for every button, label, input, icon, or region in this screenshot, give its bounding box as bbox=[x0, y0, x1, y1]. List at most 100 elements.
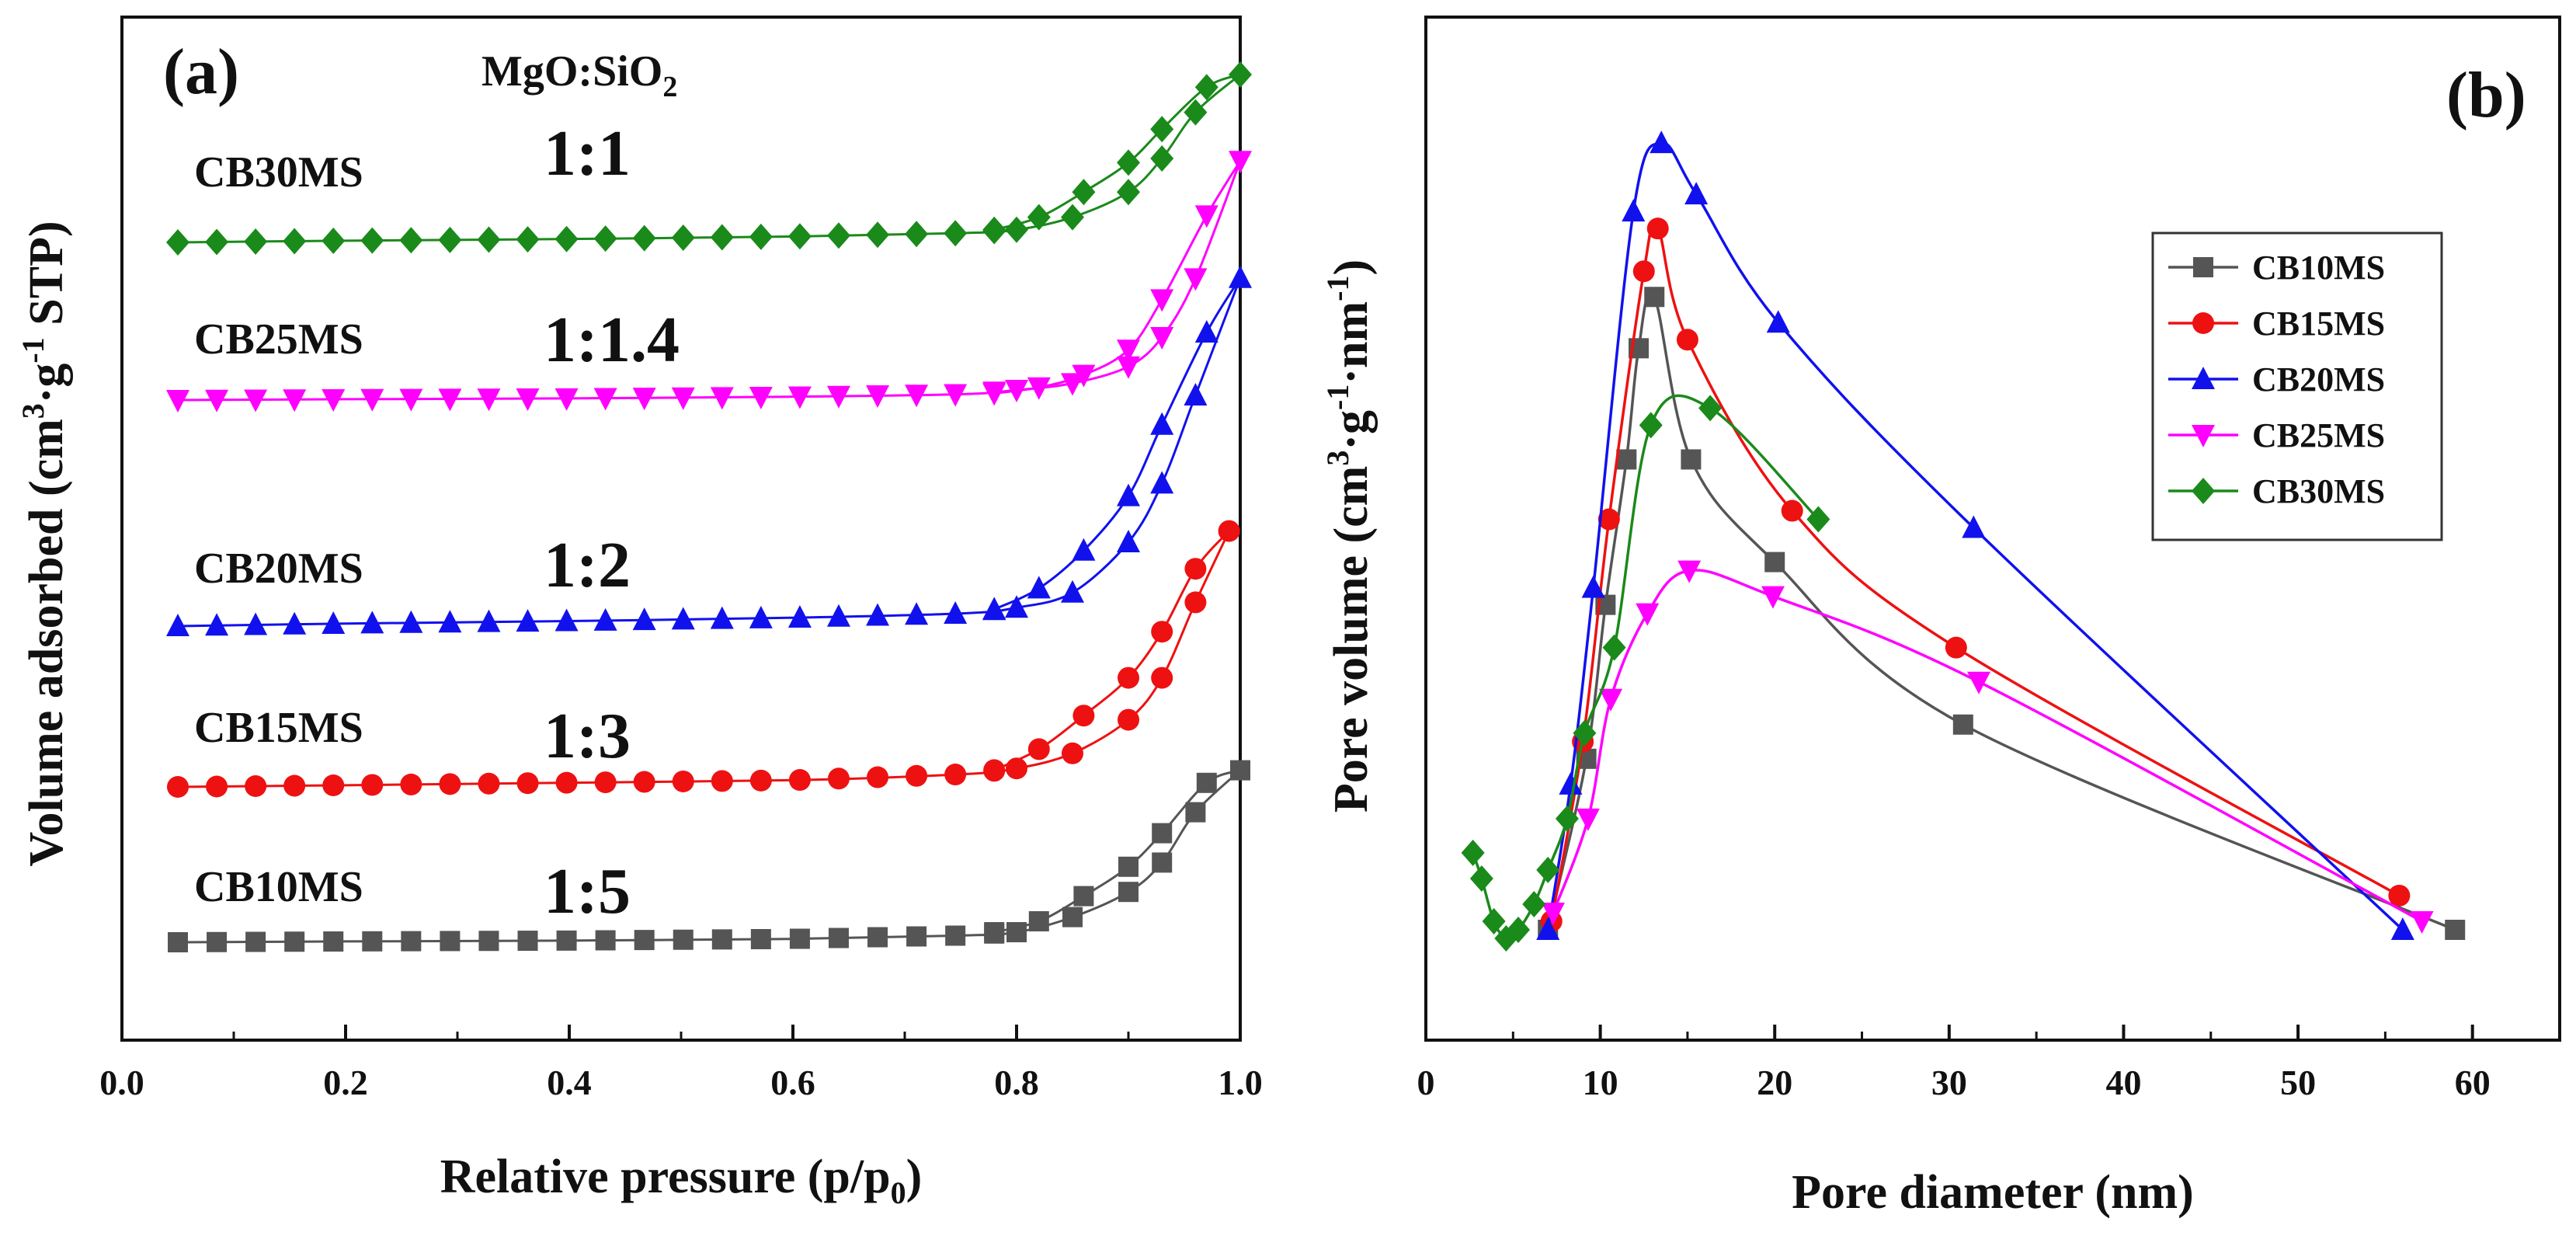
data-point bbox=[362, 931, 383, 952]
legend-label: CB10MS bbox=[2252, 249, 2385, 287]
data-point bbox=[1581, 575, 1605, 598]
data-point bbox=[322, 774, 345, 796]
data-point bbox=[1185, 802, 1206, 823]
data-point bbox=[787, 223, 812, 250]
ratio-label: 1:1.4 bbox=[544, 304, 680, 376]
data-point bbox=[166, 229, 189, 256]
x-tick-label: 10 bbox=[1583, 1063, 1618, 1102]
data-point bbox=[789, 928, 810, 949]
data-point bbox=[322, 611, 346, 634]
legend-label: CB25MS bbox=[2252, 416, 2385, 454]
data-point bbox=[633, 771, 655, 793]
legend-marker bbox=[2193, 257, 2213, 277]
series-label: CB25MS bbox=[194, 315, 363, 364]
data-point bbox=[1541, 902, 1565, 925]
panel-a-series-labels: CB10MS 1:5 CB15MS 1:3 CB20MS 1:2 CB25MS 1:1.4 CB… bbox=[194, 117, 680, 928]
data-point bbox=[944, 220, 968, 247]
data-point bbox=[867, 766, 889, 788]
data-point bbox=[1229, 265, 1252, 288]
data-point bbox=[284, 931, 305, 952]
x-tick-label: 0.8 bbox=[994, 1063, 1039, 1102]
data-point bbox=[166, 390, 189, 412]
series-line bbox=[1471, 394, 1820, 941]
data-point bbox=[477, 388, 501, 412]
x-tick-label: 40 bbox=[2105, 1063, 2141, 1102]
data-point bbox=[671, 607, 695, 630]
data-point bbox=[516, 388, 540, 412]
data-point bbox=[554, 388, 579, 411]
data-point bbox=[1072, 538, 1096, 561]
data-point bbox=[1599, 688, 1623, 712]
data-point bbox=[1632, 260, 1655, 283]
data-point bbox=[399, 388, 423, 412]
data-point bbox=[906, 926, 927, 947]
data-point bbox=[283, 611, 307, 635]
data-point bbox=[1194, 74, 1218, 101]
data-point bbox=[1194, 205, 1218, 228]
data-point bbox=[1184, 268, 1208, 291]
data-point bbox=[1681, 449, 1702, 470]
ratio-header: MgO:SiO2 bbox=[481, 47, 677, 103]
panel-a-x-ticks: 0.0 0.2 0.4 0.6 0.8 1.0 bbox=[99, 1025, 1263, 1102]
data-point bbox=[1062, 907, 1083, 928]
data-point bbox=[1005, 595, 1028, 618]
ratio-label: 1:3 bbox=[544, 700, 631, 772]
panel-a-series bbox=[166, 61, 1252, 952]
data-point bbox=[982, 216, 1006, 243]
legend-label: CB30MS bbox=[2252, 472, 2385, 510]
data-point bbox=[166, 614, 189, 636]
data-point bbox=[905, 385, 929, 408]
data-point bbox=[1072, 364, 1096, 388]
data-point bbox=[1117, 179, 1140, 206]
data-point bbox=[634, 930, 655, 951]
data-point bbox=[595, 930, 616, 951]
ratio-label: 1:5 bbox=[544, 855, 631, 928]
data-point bbox=[1184, 383, 1208, 405]
data-point bbox=[673, 929, 694, 950]
data-point bbox=[710, 606, 734, 629]
legend-label: CB20MS bbox=[2252, 360, 2385, 398]
data-point bbox=[1005, 216, 1028, 243]
x-tick-label: 0.2 bbox=[323, 1063, 368, 1102]
x-tick-label: 0.4 bbox=[547, 1063, 592, 1102]
data-point bbox=[945, 925, 966, 946]
data-point bbox=[710, 224, 734, 251]
panel-b-frame bbox=[1424, 16, 2561, 1042]
panel-b: (b) 0 10 20 30 40 50 60 CB10MS CB15MS CB20MS CB25… bbox=[1320, 16, 2561, 1219]
data-point bbox=[1639, 412, 1663, 439]
data-point bbox=[788, 769, 811, 792]
data-point bbox=[1184, 558, 1207, 580]
data-point bbox=[322, 388, 346, 412]
x-tick-label: 20 bbox=[1757, 1063, 1792, 1102]
data-point bbox=[1229, 61, 1252, 88]
data-point bbox=[982, 597, 1006, 620]
data-point bbox=[1117, 339, 1140, 363]
series-label: CB30MS bbox=[194, 148, 363, 197]
data-point bbox=[438, 610, 462, 633]
desorption-line bbox=[994, 160, 1242, 395]
data-point bbox=[749, 386, 773, 409]
data-point bbox=[555, 771, 578, 794]
legend-label: CB15MS bbox=[2252, 305, 2385, 343]
data-point bbox=[1062, 742, 1083, 764]
data-point bbox=[205, 228, 229, 256]
data-point bbox=[826, 385, 850, 409]
data-point bbox=[1184, 591, 1207, 614]
data-point bbox=[2410, 910, 2434, 934]
data-point bbox=[1761, 586, 1785, 609]
panel-b-y-axis-title: Pore volume (cm3·g-1·nm-1) bbox=[1320, 259, 1378, 813]
data-point bbox=[439, 773, 461, 795]
data-point bbox=[360, 227, 384, 254]
data-point bbox=[438, 388, 462, 412]
legend-item: CB15MS bbox=[2168, 305, 2385, 343]
data-point bbox=[440, 931, 461, 952]
data-point bbox=[1806, 506, 1830, 533]
data-point bbox=[1072, 705, 1095, 727]
data-point bbox=[905, 221, 929, 248]
data-point bbox=[245, 774, 267, 797]
data-point bbox=[360, 611, 384, 634]
adsorption-line bbox=[177, 277, 1242, 628]
panel-a-x-axis-title: Relative pressure (p/p0) bbox=[440, 1150, 922, 1210]
data-point bbox=[1194, 320, 1218, 343]
data-point bbox=[866, 221, 890, 249]
